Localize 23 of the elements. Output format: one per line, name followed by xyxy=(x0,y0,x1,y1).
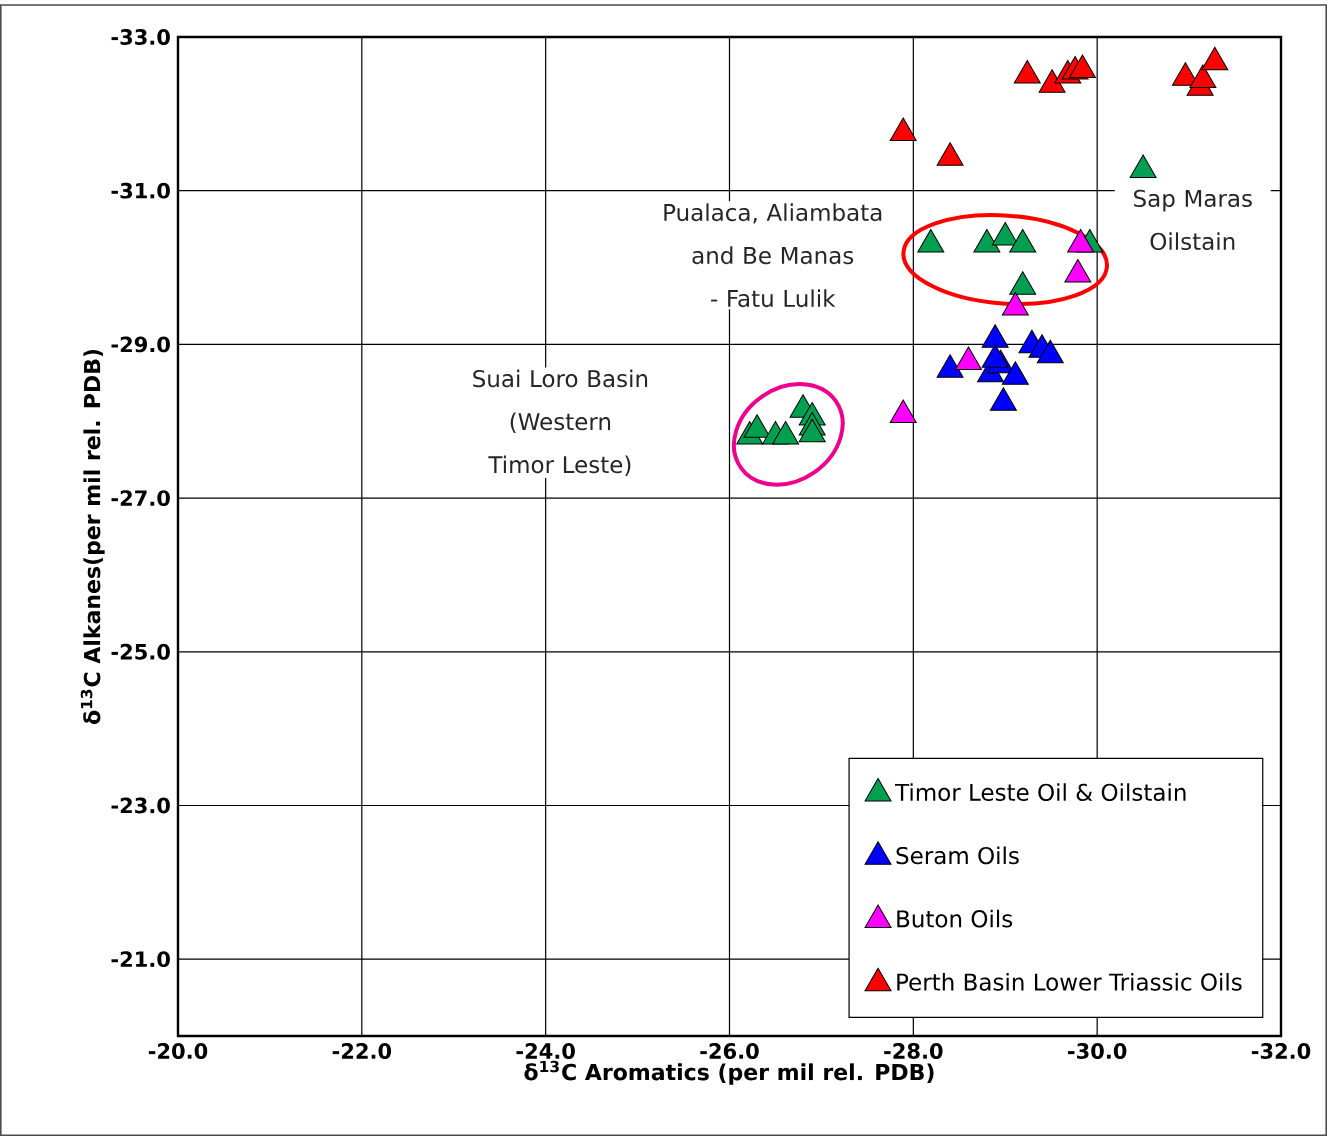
y-axis-title: δ$^{13}$C Alkanes(per mil rel. PDB) xyxy=(80,349,105,725)
legend-label: Buton Oils xyxy=(897,909,1013,928)
y-tick-label: -23.0 xyxy=(111,797,170,814)
y-tick-label: -33.0 xyxy=(111,29,170,45)
legend-label: Timor Leste Oil & Oilstain xyxy=(894,783,1186,802)
x-tick-label: -28.0 xyxy=(884,1043,943,1059)
y-tick-label: -21.0 xyxy=(111,951,170,968)
x-tick-label: -22.0 xyxy=(332,1043,392,1059)
y-tick-label: -27.0 xyxy=(111,490,170,507)
x-tick-label: -24.0 xyxy=(516,1043,575,1059)
y-tick-label: -25.0 xyxy=(111,643,170,660)
x-tick-label: -26.0 xyxy=(700,1043,759,1059)
legend-label: Seram Oils xyxy=(896,846,1019,865)
x-tick-label: -20.0 xyxy=(148,1043,208,1059)
x-tick-label: -30.0 xyxy=(1068,1043,1127,1059)
annotation: Sap Maras Oilstain xyxy=(1134,189,1252,251)
y-tick-label: -29.0 xyxy=(111,336,170,353)
y-tick-label: -31.0 xyxy=(111,182,170,199)
legend-label: Perth Basin Lower Triassic Oils xyxy=(897,972,1242,991)
x-axis-title: δ$^{13}$C Aromatics (per mil rel. PDB) xyxy=(524,1060,934,1085)
annotation: Pualaca, Aliambata and Be Manas - Fatu Lulik xyxy=(664,203,882,308)
x-tick-label: -32.0 xyxy=(1251,1043,1311,1059)
annotation: Suai Loro Basin (Western Timor Leste) xyxy=(473,369,648,477)
